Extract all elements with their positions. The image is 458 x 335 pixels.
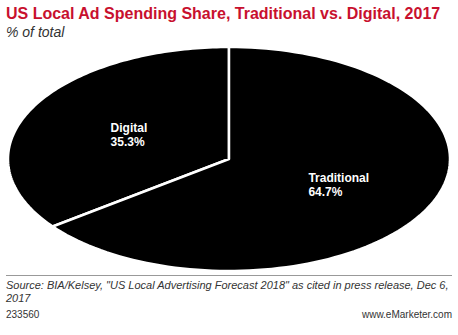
svg-text:Traditional64.7%: Traditional64.7%	[308, 171, 369, 199]
html-text:% of total: % of total	[6, 24, 65, 40]
html-text:Source: BIA/Kelsey, "US Local: Source: BIA/Kelsey, "US Local Advertisin…	[6, 279, 449, 304]
html-text:www.eMarketer.com: www.eMarketer.com	[362, 309, 452, 320]
html-text:233560: 233560	[6, 309, 40, 320]
html-text:US Local Ad Spending Share, Tr: US Local Ad Spending Share, Traditional …	[6, 5, 441, 22]
svg-text:Digital35.3%: Digital35.3%	[111, 121, 148, 149]
